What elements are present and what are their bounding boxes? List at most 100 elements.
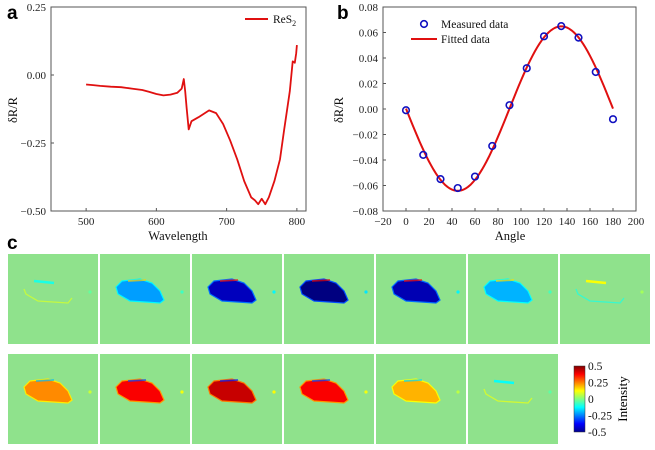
colorbar-tick-label: -0.5 bbox=[588, 427, 606, 439]
measured-point bbox=[574, 33, 583, 42]
colorbar-tick-label: -0.25 bbox=[588, 411, 612, 423]
heatmap-tile bbox=[100, 254, 190, 344]
heatmap-tile bbox=[468, 254, 558, 344]
flake-edge bbox=[23, 288, 73, 304]
b-y-tick-label: −0.04 bbox=[353, 155, 379, 167]
x-axis-label-a: Wavelength bbox=[148, 229, 208, 243]
flake-edge bbox=[219, 379, 239, 382]
a-y-tick-label: −0.50 bbox=[21, 206, 47, 218]
particle-dot bbox=[548, 390, 552, 394]
a-x-tick-label: 500 bbox=[78, 216, 95, 228]
particle-dot bbox=[88, 390, 92, 394]
particle-dot bbox=[272, 390, 276, 394]
measured-point bbox=[488, 141, 497, 151]
heatmap-tile bbox=[468, 354, 558, 444]
flake-edge bbox=[403, 279, 423, 282]
panel-label-a: a bbox=[7, 3, 18, 24]
particle-dot bbox=[640, 290, 644, 294]
chart-b: −20 0 20 40 60 80 100 120 140 160 180 200 0.08 0.06 0.… bbox=[332, 2, 645, 243]
y-axis-label-a: δR/R bbox=[6, 96, 20, 123]
flake-edge bbox=[403, 379, 423, 382]
colorbar-label: Intensity bbox=[615, 376, 630, 422]
colorbar-tick-label: 0.5 bbox=[588, 361, 603, 373]
heatmap-grid bbox=[8, 254, 650, 444]
measured-point bbox=[419, 150, 428, 159]
flake-edge bbox=[495, 279, 515, 282]
heatmap-tile bbox=[8, 254, 98, 344]
flake-edge bbox=[311, 279, 331, 282]
b-y-tick-label: −0.02 bbox=[353, 130, 378, 142]
colorbar-gradient bbox=[573, 365, 586, 433]
particle-dot bbox=[456, 390, 460, 394]
measured-point bbox=[557, 22, 566, 31]
y-axis-label-b: δR/R bbox=[332, 96, 346, 123]
measured-point bbox=[505, 101, 514, 110]
b-x-tick-label: 40 bbox=[447, 216, 459, 228]
b-x-tick-label: 160 bbox=[582, 216, 599, 228]
legend-label-res2: ReS2 bbox=[273, 14, 296, 28]
b-x-tick-label: 60 bbox=[470, 216, 482, 228]
measured-point bbox=[470, 172, 480, 181]
a-y-tick-label: −0.25 bbox=[21, 138, 47, 150]
tile-background bbox=[468, 354, 558, 444]
flake-edge bbox=[493, 379, 515, 385]
b-y-tick-label: −0.06 bbox=[353, 181, 379, 193]
b-x-tick-label: 140 bbox=[559, 216, 576, 228]
flake-edge bbox=[585, 279, 607, 285]
measured-point bbox=[436, 175, 445, 184]
a-x-tick-label: 700 bbox=[218, 216, 235, 228]
b-x-tick-label: 20 bbox=[424, 216, 436, 228]
heatmap-tile bbox=[284, 254, 374, 344]
a-y-tick-label: 0.25 bbox=[27, 2, 47, 14]
particle-dot bbox=[88, 290, 92, 294]
b-x-tick-label: −20 bbox=[374, 216, 392, 228]
heatmap-tile bbox=[192, 254, 282, 344]
particle-dot bbox=[272, 290, 276, 294]
flake-edge bbox=[33, 279, 55, 285]
heatmap-tile bbox=[192, 354, 282, 444]
b-x-tick-label: 80 bbox=[493, 216, 505, 228]
heatmap-tile bbox=[100, 354, 190, 444]
flake-edge bbox=[127, 379, 147, 382]
b-y-tick-label: 0.02 bbox=[359, 79, 378, 91]
b-x-tick-label: 200 bbox=[628, 216, 645, 228]
b-x-tick-label: 120 bbox=[536, 216, 553, 228]
b-x-tick-label: 180 bbox=[605, 216, 622, 228]
panel-label-b: b bbox=[337, 3, 349, 24]
a-y-tick-label: 0.00 bbox=[27, 70, 47, 82]
x-axis-label-b: Angle bbox=[495, 229, 526, 243]
particle-dot bbox=[548, 290, 552, 294]
measured-point bbox=[453, 183, 462, 193]
heatmap-tile bbox=[376, 354, 466, 444]
measured-point bbox=[539, 32, 549, 41]
particle-dot bbox=[364, 390, 368, 394]
particle-dot bbox=[456, 290, 460, 294]
flake-edge bbox=[483, 388, 533, 404]
heatmap-tile bbox=[284, 354, 374, 444]
colorbar-tick-label: 0 bbox=[588, 394, 594, 406]
particle-dot bbox=[180, 390, 184, 394]
chart-a: 500 600 700 800 0.25 0.00 −0.25 −0.50 Wavelengt… bbox=[6, 2, 307, 243]
measured-point bbox=[401, 106, 411, 115]
flake-edge bbox=[575, 288, 625, 304]
a-x-tick-label: 600 bbox=[148, 216, 165, 228]
measured-point bbox=[591, 67, 600, 77]
legend-label-measured: Measured data bbox=[441, 19, 508, 31]
flake-edge bbox=[35, 379, 55, 382]
heatmap-tile bbox=[8, 354, 98, 444]
b-y-tick-label: −0.08 bbox=[353, 206, 379, 218]
series-line-res2 bbox=[86, 45, 298, 206]
b-y-tick-label: 0.04 bbox=[359, 53, 379, 65]
flake-edge bbox=[219, 279, 239, 282]
tile-background bbox=[560, 254, 650, 344]
b-x-tick-label: 0 bbox=[403, 216, 409, 228]
particle-dot bbox=[180, 290, 184, 294]
plot-frame-a bbox=[50, 6, 307, 212]
b-x-tick-label: 100 bbox=[513, 216, 530, 228]
tile-background bbox=[8, 254, 98, 344]
flake-edge bbox=[311, 379, 331, 382]
particle-dot bbox=[364, 290, 368, 294]
legend-marker-measured bbox=[419, 19, 429, 29]
b-y-tick-label: 0.00 bbox=[359, 104, 379, 116]
